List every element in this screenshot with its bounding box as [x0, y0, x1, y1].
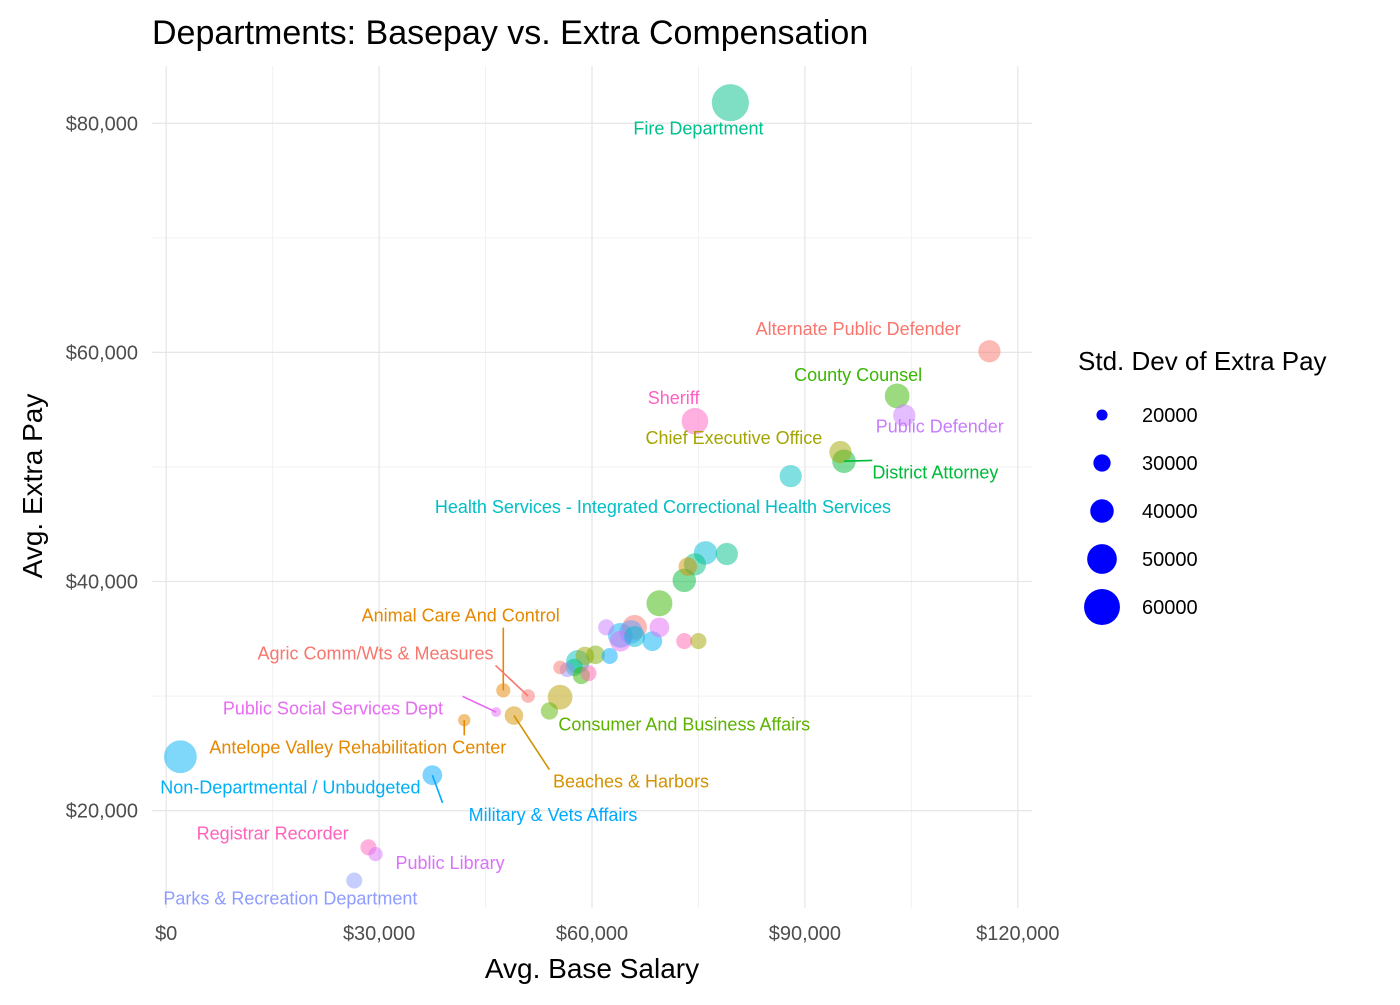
label-leader-line: [431, 774, 444, 804]
legend-key-label: 40000: [1142, 501, 1198, 523]
data-point: [496, 683, 511, 698]
data-point: [547, 684, 573, 710]
point-label: Public Library: [396, 853, 505, 873]
data-point: [598, 619, 615, 636]
y-tick-label: $60,000: [66, 342, 138, 364]
data-point: [163, 740, 197, 774]
label-leader-line: [495, 664, 529, 697]
point-label: Animal Care And Control: [362, 606, 560, 626]
data-point: [553, 660, 567, 675]
data-point: [649, 617, 670, 638]
point-label: Health Services - Integrated Correctiona…: [435, 497, 891, 517]
point-label: Chief Executive Office: [646, 428, 823, 448]
data-point: [829, 440, 852, 464]
y-tick-label: $80,000: [66, 113, 138, 135]
y-tick-label: $40,000: [66, 572, 138, 594]
point-label: Military & Vets Affairs: [469, 805, 638, 825]
legend-items: 20000 30000 40000 50000 60000: [1084, 405, 1198, 625]
size-legend: Std. Dev of Extra Pay 20000 30000 40000 500…: [1078, 346, 1327, 625]
point-label: Beaches & Harbors: [553, 772, 709, 792]
data-point: [601, 647, 618, 665]
legend-key-circle: [1087, 544, 1117, 574]
data-point: [681, 407, 709, 435]
legend-key-label: 20000: [1142, 405, 1198, 427]
data-point: [586, 645, 605, 665]
x-tick-labels: $0 $30,000 $60,000 $90,000 $120,000: [155, 923, 1059, 945]
label-leader-line: [843, 459, 873, 463]
data-point: [715, 542, 738, 566]
point-labels: Fire Department Alternate Public Defender…: [160, 119, 1003, 909]
data-point: [624, 625, 646, 648]
point-label: County Counsel: [794, 365, 922, 385]
data-point: [678, 557, 698, 576]
label-leader-lines: [431, 459, 873, 804]
point-label: Alternate Public Defender: [756, 319, 961, 339]
legend-key-circle: [1084, 589, 1120, 625]
data-point: [884, 383, 910, 409]
point-label: Consumer And Business Affairs: [558, 714, 810, 734]
data-point: [540, 702, 559, 720]
legend-key-circle: [1096, 409, 1108, 421]
legend-title: Std. Dev of Extra Pay: [1078, 346, 1327, 376]
data-point: [711, 84, 749, 122]
data-point: [580, 665, 597, 682]
point-label: Antelope Valley Rehabilitation Center: [209, 737, 506, 757]
point-label: Parks & Recreation Department: [163, 889, 417, 909]
y-tick-label: $20,000: [66, 801, 138, 823]
point-label: Non-Departmental / Unbudgeted: [160, 777, 420, 797]
legend-key-label: 30000: [1142, 453, 1198, 475]
legend-key-circle: [1090, 499, 1114, 523]
data-points: [163, 84, 1001, 889]
grid-layer: [152, 66, 1032, 908]
data-point: [646, 590, 673, 617]
legend-key-label: 60000: [1142, 597, 1198, 619]
data-point: [346, 872, 363, 889]
chart-title: Departments: Basepay vs. Extra Compensat…: [152, 14, 868, 52]
x-tick-label: $0: [155, 923, 177, 945]
y-tick-labels: $20,000 $40,000 $60,000 $80,000: [66, 113, 138, 822]
point-label: Public Defender: [876, 417, 1004, 437]
point-label: Public Social Services Dept: [223, 698, 443, 718]
x-tick-label: $90,000: [769, 923, 841, 945]
x-axis-label: Avg. Base Salary: [485, 953, 699, 984]
point-label: Registrar Recorder: [197, 823, 349, 843]
point-label: Sheriff: [648, 388, 701, 408]
point-label: District Attorney: [872, 462, 998, 482]
legend-key-circle: [1093, 454, 1111, 472]
y-axis-label: Avg. Extra Pay: [17, 394, 48, 579]
x-tick-label: $30,000: [343, 923, 415, 945]
data-point: [893, 404, 916, 427]
x-tick-label: $60,000: [556, 923, 628, 945]
data-point: [690, 633, 707, 650]
legend-key-label: 50000: [1142, 549, 1198, 571]
label-leader-line: [462, 695, 497, 713]
point-label: Agric Comm/Wts & Measures: [258, 643, 494, 663]
label-leader-line: [513, 715, 551, 771]
data-point: [779, 464, 802, 488]
data-point: [978, 340, 1001, 363]
x-tick-label: $120,000: [976, 923, 1059, 945]
data-point: [676, 633, 693, 650]
point-label: Fire Department: [633, 119, 763, 139]
data-point: [368, 847, 383, 862]
